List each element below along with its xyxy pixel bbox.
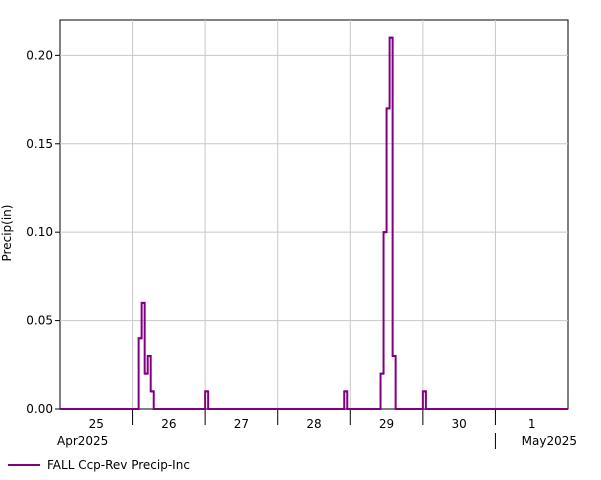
y-axis-title: Precip(in) <box>0 205 14 262</box>
axis-ticks: 0.00 0.05 0.10 0.15 0.20 25 26 27 28 29 30 1 Apr2025… <box>26 48 577 449</box>
series-layer <box>60 36 568 410</box>
y-tick-label: 0.15 <box>26 137 53 151</box>
x-tick-label: 27 <box>234 417 249 431</box>
y-tick-label: 0.00 <box>26 402 53 416</box>
x-tick-label: 1 <box>528 417 536 431</box>
y-tick-label: 0.20 <box>26 48 53 62</box>
plot-area <box>59 19 569 410</box>
x-tick-label: 25 <box>89 417 104 431</box>
y-tick-label: 0.05 <box>26 314 53 328</box>
x-tick-label: 28 <box>306 417 321 431</box>
legend: FALL Ccp-Rev Precip-Inc <box>8 456 190 474</box>
legend-label: FALL Ccp-Rev Precip-Inc <box>47 458 190 472</box>
x-tick-label: 30 <box>452 417 467 431</box>
legend-swatch <box>8 464 40 466</box>
y-tick-label: 0.10 <box>26 225 53 239</box>
x-tick-label: 29 <box>379 417 394 431</box>
x-month-label: May2025 <box>522 434 577 448</box>
grid-lines <box>60 20 568 409</box>
x-tick-label: 26 <box>161 417 176 431</box>
x-month-label: Apr2025 <box>57 434 108 448</box>
